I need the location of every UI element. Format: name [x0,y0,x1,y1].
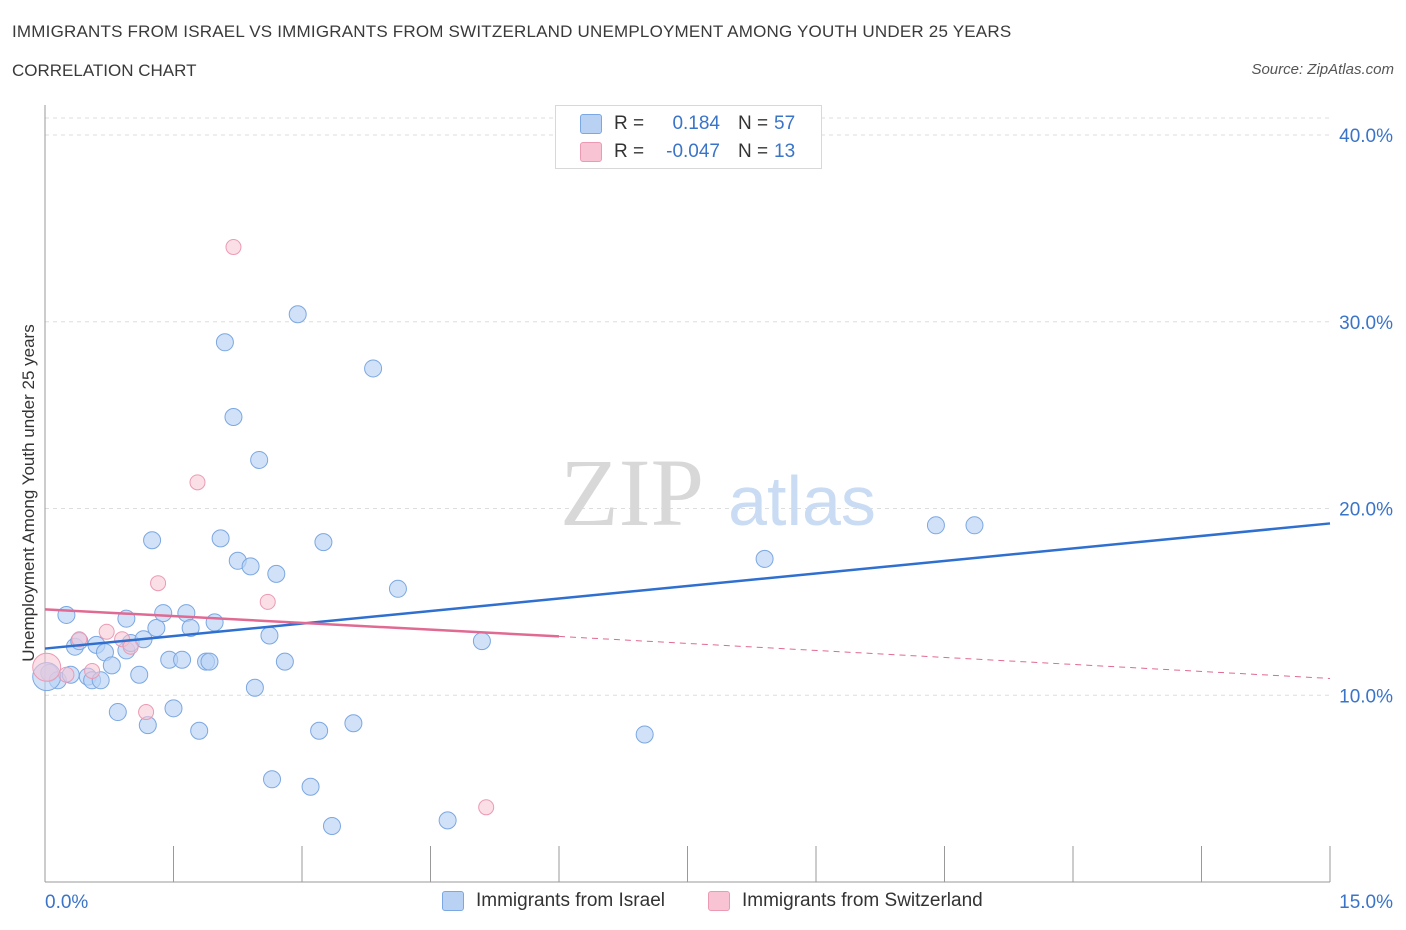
switzerland-point [98,623,115,640]
israel-point [310,721,329,740]
israel-point [200,652,219,671]
israel-point [143,531,162,550]
israel-point [164,699,183,718]
bottom-legend-switzerland: Immigrants from Switzerland [708,890,983,912]
israel-point [102,656,121,675]
israel-point [211,529,230,548]
israel-point [388,579,407,598]
bottom-israel-label: Immigrants from Israel [476,890,665,911]
israel-point [190,721,209,740]
switzerland-point [84,662,101,679]
israel-point [154,604,173,623]
y-axis-label: Unemployment Among Youth under 25 years [19,324,38,661]
israel-point [314,533,333,552]
israel-point [241,557,260,576]
label-layer: 10.0% 20.0% 30.0% 40.0% 0.0% 15.0% [45,126,1393,913]
israel-n-value: 57 [774,113,796,134]
israel-swatch [580,114,602,134]
switzerland-point [478,799,495,816]
bottom-switzerland-swatch [708,891,730,911]
chart-subtitle: CORRELATION CHART [12,61,197,80]
israel-trend-line [44,522,1331,650]
switzerland-r-label: R = [614,141,645,162]
legend-row-israel: R = 0.184 N = 57 [580,112,795,136]
israel-point [926,516,945,535]
y-tick-label: 20.0% [1339,500,1393,521]
x-tick-label-max: 15.0% [1339,892,1393,913]
point-layer [32,239,984,835]
switzerland-point [259,593,276,610]
israel-point [322,816,341,835]
switzerland-point [71,631,88,648]
switzerland-point [189,474,206,491]
israel-point [472,632,491,651]
israel-point [173,650,192,669]
switzerland-n-value: 13 [774,141,796,162]
israel-point [301,777,320,796]
israel-point [250,450,269,469]
israel-point [965,516,984,535]
y-tick-label: 30.0% [1339,313,1393,334]
switzerland-point [150,575,167,592]
watermark-zip: ZIP [560,439,704,546]
bottom-legend-israel: Immigrants from Israel [442,890,665,912]
axis-layer [44,105,1331,883]
y-tick-label: 40.0% [1339,126,1393,147]
israel-n-label: N = [738,113,769,134]
israel-r-label: R = [614,113,645,134]
switzerland-point [58,666,75,683]
switzerland-point [225,239,242,256]
israel-point [364,359,383,378]
israel-point [245,678,264,697]
israel-point [177,604,196,623]
switzerland-point [138,704,155,721]
correlation-legend: R = 0.184 N = 57 R = -0.047 N = 13 [555,105,822,169]
israel-point [755,549,774,568]
switzerland-point [32,652,62,682]
bottom-switzerland-label: Immigrants from Switzerland [742,890,983,911]
israel-point [181,619,200,638]
israel-point [288,305,307,324]
israel-point [130,665,149,684]
israel-point [260,626,279,645]
israel-point [215,333,234,352]
israel-point [267,564,286,583]
bottom-israel-swatch [442,891,464,911]
israel-point [438,811,457,830]
switzerland-r-value: -0.047 [666,141,720,162]
x-tick-label-min: 0.0% [45,892,88,913]
legend-row-switzerland: R = -0.047 N = 13 [580,140,795,164]
israel-point [147,619,166,638]
switzerland-n-label: N = [738,141,769,162]
switzerland-trend-extension [558,635,1331,679]
israel-point [275,652,294,671]
israel-point [224,407,243,426]
israel-point [344,714,363,733]
chart-title: IMMIGRANTS FROM ISRAEL VS IMMIGRANTS FRO… [12,22,1012,41]
israel-point [108,703,127,722]
switzerland-swatch [580,142,602,162]
grid-layer [45,117,1330,696]
switzerland-trend-line [44,608,560,638]
watermark-atlas: atlas [728,462,876,540]
trend-layer [44,522,1331,679]
israel-point [635,725,654,744]
source-credit: Source: ZipAtlas.com [1251,61,1394,78]
israel-point [205,613,224,632]
y-tick-label: 10.0% [1339,686,1393,707]
israel-r-value: 0.184 [672,113,720,134]
israel-point [263,770,282,789]
